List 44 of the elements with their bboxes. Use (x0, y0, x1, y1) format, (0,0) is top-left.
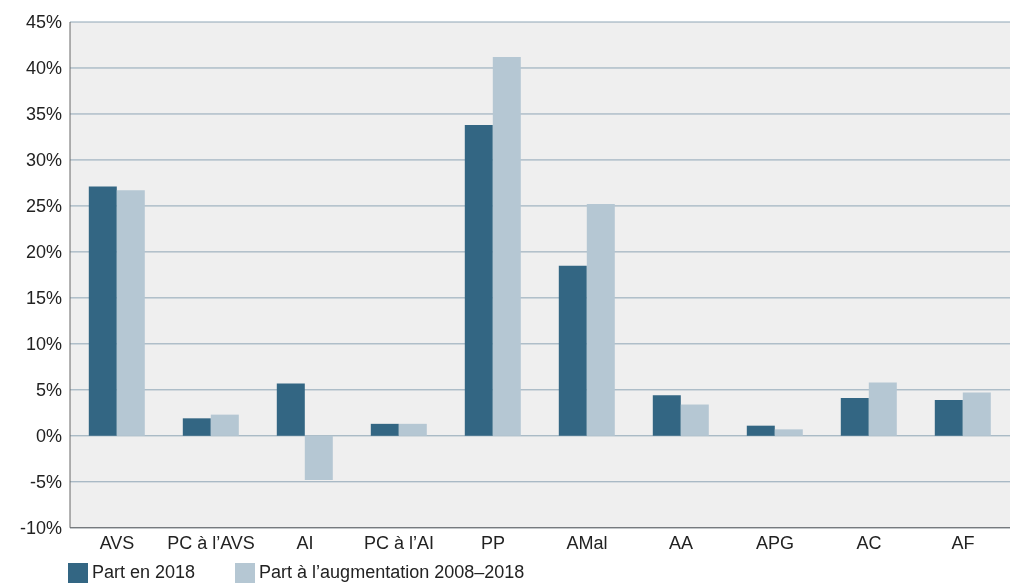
y-tick-label: 35% (25, 104, 62, 125)
x-tick-label: AC (856, 532, 882, 553)
bar (276, 383, 305, 436)
x-tick-label: AA (668, 532, 694, 553)
y-tick-label: 40% (25, 58, 62, 79)
y-tick-label: 25% (25, 196, 62, 217)
y-tick-label: -10% (19, 518, 62, 539)
bar (680, 404, 709, 436)
legend-label: Part en 2018 (92, 561, 196, 582)
bar (182, 418, 211, 436)
bar (774, 429, 803, 436)
x-tick-label: PC à l’AI (363, 532, 435, 553)
y-tick-label: 15% (25, 288, 62, 309)
y-tick-label: 10% (25, 334, 62, 355)
y-tick-label: 20% (25, 242, 62, 263)
bar (934, 399, 963, 436)
bar (652, 395, 681, 436)
x-tick-label: PC à l’AVS (167, 532, 255, 553)
x-tick-label: APG (755, 532, 795, 553)
bar (116, 190, 145, 436)
y-tick-label: 45% (25, 12, 62, 33)
bar (558, 265, 587, 436)
x-tick-label: AI (296, 532, 314, 553)
bar (370, 423, 399, 436)
bar (868, 382, 897, 436)
bar (586, 204, 615, 436)
x-tick-label: AVS (99, 532, 135, 553)
y-tick-label: -5% (29, 472, 62, 493)
x-tick-label: AMal (566, 532, 608, 553)
y-tick-label: 5% (35, 380, 62, 401)
bar (840, 398, 869, 436)
bar (88, 186, 117, 436)
bar (210, 414, 239, 436)
y-tick-label: 0% (35, 426, 62, 447)
bar (398, 423, 427, 436)
legend-label: Part à l’augmentation 2008–2018 (259, 561, 525, 582)
bar (962, 392, 991, 436)
bar (304, 435, 333, 480)
x-tick-label: PP (480, 532, 506, 553)
bar (492, 56, 521, 436)
x-tick-label: AF (951, 532, 975, 553)
bar (746, 425, 775, 436)
bar (464, 124, 493, 436)
y-tick-label: 30% (25, 150, 62, 171)
